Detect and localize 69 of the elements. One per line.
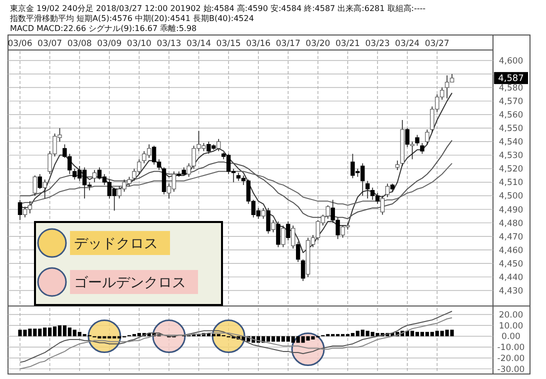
candlestick <box>410 141 414 160</box>
x-tick-label: 03/09 <box>97 39 122 49</box>
candlestick <box>380 195 385 216</box>
annotation: デッドクロス <box>74 236 158 252</box>
y-tick-label: -10.00 <box>497 343 525 354</box>
x-tick-label: 03/08 <box>67 39 92 49</box>
candlestick <box>405 128 410 148</box>
y-tick-label: -20.00 <box>497 354 525 364</box>
x-tick-label: 03/21 <box>335 39 360 49</box>
line-series <box>20 317 452 370</box>
candlestick <box>281 225 286 248</box>
candlestick <box>216 138 221 152</box>
candlestick <box>261 208 266 220</box>
line-series <box>20 310 452 363</box>
y-tick-label: 4,530 <box>498 151 524 162</box>
chart-subtitle: 指数平滑移動平均 短期A(5):4576 中期(20):4541 長期B(40):4524 <box>9 14 254 23</box>
candlestick <box>286 221 290 241</box>
candlestick <box>385 183 390 198</box>
y-tick-label: 4,450 <box>498 259 524 270</box>
x-tick-label: 03/27 <box>424 39 450 49</box>
x-tick-label: 03/13 <box>156 39 182 49</box>
x-tick-label: 03/24 <box>395 39 420 49</box>
candlestick <box>276 221 280 248</box>
y-tick-label: -30.00 <box>497 364 525 375</box>
chart-title: 東京金 19/02 240分足 2018/03/27 12:00 201902 始:4584 高:4590 安:4584 終:4587 出来高:6281 取組高:---- <box>10 4 426 13</box>
text: MACD MACD:22.66 シグナル(9):16.67 乖離:5.98 <box>10 24 197 33</box>
x-tick-label: 03/20 <box>306 39 330 49</box>
y-tick-label: 4,570 <box>498 97 524 108</box>
candlestick <box>266 208 270 234</box>
candlestick <box>420 142 424 154</box>
y-tick-label: 4,540 <box>498 138 524 148</box>
x-tick-label: 03/10 <box>126 39 152 49</box>
x-tick-label: 03/15 <box>216 39 241 49</box>
candlestick <box>32 175 37 196</box>
candlestick <box>425 129 430 145</box>
y-tick-label: 4,520 <box>498 164 524 175</box>
y-tick-label: 4,600 <box>498 56 524 66</box>
candlestick <box>365 180 370 199</box>
y-tick-label: 20.00 <box>498 310 524 320</box>
x-tick-label: 03/17 <box>276 39 300 49</box>
y-tick-label: 0.00 <box>502 332 520 342</box>
y-tick-label: 4,560 <box>498 110 524 121</box>
x-tick-label: 03/14 <box>186 39 212 49</box>
annotation: ゴールデンクロス <box>74 275 186 292</box>
y-tick-label: 4,500 <box>498 192 524 202</box>
candlestick <box>42 179 47 199</box>
candlestick <box>38 174 42 190</box>
y-tick-label: 10.00 <box>498 321 524 332</box>
y-tick-label: 4,550 <box>498 124 524 134</box>
y-tick-label: 4,510 <box>498 178 524 188</box>
candlestick <box>92 170 97 183</box>
y-tick-label: 4,490 <box>498 205 524 216</box>
candlestick <box>415 134 420 146</box>
candlestick <box>18 199 22 221</box>
y-tick-label: 4,480 <box>498 218 524 229</box>
text: 4,587 <box>498 74 524 84</box>
candlestick <box>300 258 306 282</box>
y-tick-label: 4,440 <box>498 272 524 283</box>
x-tick-label: 03/16 <box>246 39 271 49</box>
x-tick-label: 03/23 <box>365 39 390 49</box>
candlestick <box>271 220 276 233</box>
y-tick-label: 4,460 <box>498 246 524 256</box>
y-tick-label: 4,580 <box>498 84 524 94</box>
y-tick-label: 4,470 <box>498 232 524 242</box>
x-tick-label: 03/07 <box>38 39 62 49</box>
candlestick <box>291 225 296 249</box>
candlestick <box>296 241 300 262</box>
y-tick-label: 4,430 <box>498 286 524 296</box>
candlestick <box>162 166 166 195</box>
